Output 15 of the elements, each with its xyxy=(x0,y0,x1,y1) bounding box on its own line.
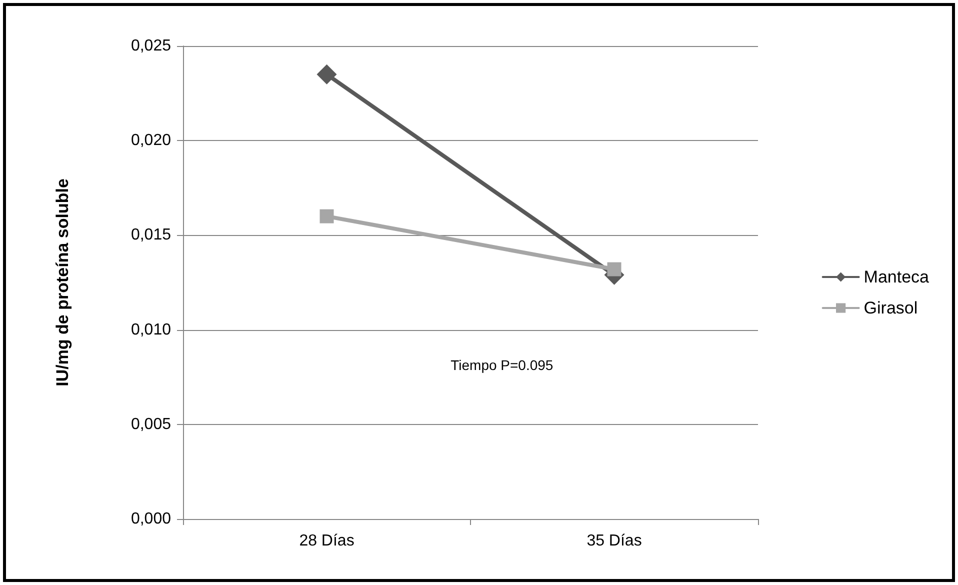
point xyxy=(607,262,622,276)
point xyxy=(320,209,334,224)
y-tick-label: 0,020 xyxy=(130,132,172,150)
point xyxy=(316,64,337,84)
y-tick-label: 0,025 xyxy=(130,38,172,54)
legend-label: Manteca xyxy=(864,268,930,286)
x-tick-label: 35 Días xyxy=(586,532,642,550)
legend-label: Girasol xyxy=(864,298,918,318)
y-tick-label: 0,015 xyxy=(130,226,172,244)
y-tick-label: 0,000 xyxy=(130,510,172,528)
y-tick-label: 0,005 xyxy=(130,416,172,433)
y-axis-title: IU/mg de proteína soluble xyxy=(53,178,72,386)
x-tick-label: 28 Días xyxy=(299,532,354,550)
annotation: Tiempo P=0.095 xyxy=(450,357,554,373)
y-tick-label: 0,010 xyxy=(130,321,172,338)
